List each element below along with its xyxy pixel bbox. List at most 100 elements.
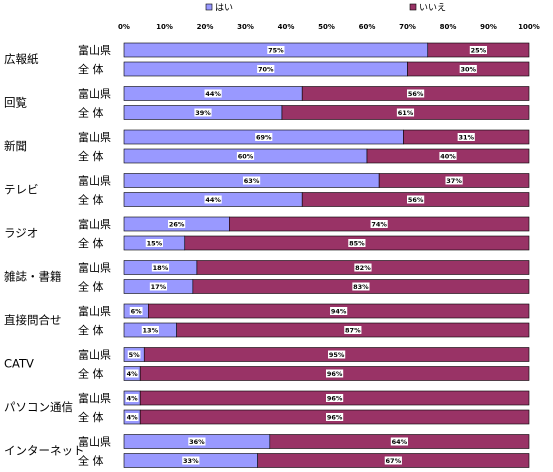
data-label: 75% bbox=[268, 47, 284, 55]
legend-swatch-1 bbox=[409, 3, 417, 11]
x-tick-label: 90% bbox=[480, 23, 497, 31]
row-sublabel: 富山県 bbox=[78, 435, 111, 449]
data-label-box bbox=[188, 437, 206, 446]
data-label-box bbox=[255, 133, 273, 141]
data-label: 4% bbox=[127, 370, 139, 378]
data-label-box bbox=[182, 456, 200, 465]
data-label-box bbox=[125, 413, 139, 421]
data-label: 17% bbox=[151, 283, 167, 291]
legend-label-1: いいえ bbox=[419, 3, 446, 14]
row-sublabel: 全 体 bbox=[78, 149, 104, 163]
legend: はい いいえ bbox=[205, 3, 446, 14]
category-label: 新聞 bbox=[4, 139, 27, 153]
row-sublabel: 全 体 bbox=[78, 236, 104, 250]
category-label: CATV bbox=[4, 357, 34, 371]
data-label: 61% bbox=[398, 109, 414, 117]
x-tick-label: 60% bbox=[359, 23, 376, 31]
data-label-box bbox=[151, 263, 170, 272]
data-label-box bbox=[267, 46, 285, 54]
data-label-box bbox=[129, 307, 143, 315]
row-sublabel: 富山県 bbox=[78, 130, 111, 144]
data-label: 94% bbox=[331, 308, 347, 316]
row-sublabel: 富山県 bbox=[78, 217, 111, 231]
data-label: 87% bbox=[345, 327, 361, 335]
data-label-box bbox=[194, 108, 212, 117]
category-label: ラジオ bbox=[4, 226, 38, 240]
x-tick-label: 20% bbox=[197, 23, 214, 31]
data-label-box bbox=[352, 282, 370, 291]
row-sublabel: 全 体 bbox=[78, 280, 104, 294]
data-label: 6% bbox=[131, 308, 143, 316]
data-label-box bbox=[326, 369, 344, 378]
category-label: パソコン通信 bbox=[4, 400, 73, 414]
data-label: 64% bbox=[392, 438, 408, 446]
data-label-box bbox=[141, 326, 159, 334]
data-label: 69% bbox=[256, 134, 272, 142]
x-tick-label: 0% bbox=[118, 23, 130, 31]
data-label-box bbox=[242, 176, 261, 185]
row-sublabel: 全 体 bbox=[78, 193, 104, 207]
data-label: 85% bbox=[349, 240, 365, 248]
data-label: 82% bbox=[355, 264, 371, 272]
legend-swatch-0 bbox=[205, 3, 213, 11]
data-label-box bbox=[459, 65, 477, 73]
row-sublabel: 富山県 bbox=[78, 391, 111, 405]
data-label: 4% bbox=[127, 395, 139, 403]
data-label-box bbox=[326, 394, 344, 402]
data-label: 44% bbox=[205, 90, 221, 98]
data-label: 74% bbox=[371, 221, 387, 229]
x-tick-label: 80% bbox=[440, 23, 457, 31]
x-tick-label: 30% bbox=[237, 23, 254, 31]
data-label: 5% bbox=[129, 351, 141, 359]
x-tick-label: 100% bbox=[518, 23, 540, 31]
x-tick-label: 40% bbox=[278, 23, 295, 31]
data-label-box bbox=[396, 108, 415, 117]
data-label-box bbox=[439, 152, 457, 160]
row-sublabel: 富山県 bbox=[78, 348, 111, 362]
data-label-box bbox=[257, 65, 275, 73]
category-label: 直接問合せ bbox=[4, 313, 62, 327]
data-label: 83% bbox=[353, 283, 369, 291]
data-label: 31% bbox=[458, 134, 474, 142]
data-label: 4% bbox=[127, 414, 139, 422]
row-sublabel: 富山県 bbox=[78, 87, 111, 101]
data-label: 40% bbox=[440, 153, 456, 161]
data-label: 37% bbox=[446, 177, 462, 185]
data-label: 25% bbox=[471, 47, 487, 55]
data-label: 96% bbox=[327, 414, 343, 422]
row-sublabel: 全 体 bbox=[78, 410, 104, 424]
row-sublabel: 全 体 bbox=[78, 323, 104, 337]
data-label: 70% bbox=[258, 66, 274, 74]
data-label-box bbox=[445, 176, 463, 185]
data-label-box bbox=[407, 195, 425, 204]
row-sublabel: 全 体 bbox=[78, 106, 104, 120]
data-label-box bbox=[125, 394, 139, 402]
data-label-box bbox=[204, 89, 222, 98]
data-label: 96% bbox=[327, 395, 343, 403]
data-label: 18% bbox=[153, 264, 169, 272]
data-label-box bbox=[149, 282, 168, 291]
data-label-box bbox=[125, 369, 139, 378]
data-label-box bbox=[168, 220, 186, 228]
data-label: 13% bbox=[143, 327, 159, 335]
data-label: 44% bbox=[205, 196, 221, 204]
data-label: 36% bbox=[189, 438, 205, 446]
row-sublabel: 富山県 bbox=[78, 304, 111, 318]
data-label-box bbox=[390, 437, 408, 446]
data-label: 39% bbox=[195, 109, 211, 117]
data-label-box bbox=[354, 263, 372, 272]
data-label-box bbox=[469, 46, 487, 54]
data-label-box bbox=[328, 350, 346, 359]
data-label-box bbox=[457, 133, 475, 141]
data-label: 67% bbox=[386, 457, 402, 465]
data-label-box bbox=[330, 307, 348, 315]
legend-label-0: はい bbox=[215, 3, 233, 14]
x-tick-label: 50% bbox=[318, 23, 335, 31]
category-label: 広報紙 bbox=[4, 52, 39, 66]
data-label-box bbox=[204, 195, 222, 204]
row-sublabel: 全 体 bbox=[78, 62, 104, 76]
data-label: 96% bbox=[327, 370, 343, 378]
data-label-box bbox=[127, 350, 141, 359]
category-label: テレビ bbox=[4, 183, 39, 197]
